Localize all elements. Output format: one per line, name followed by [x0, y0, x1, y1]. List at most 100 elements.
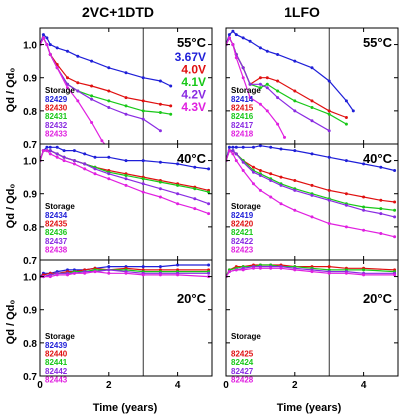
series-line-82419: [226, 145, 395, 172]
legend-item-82424: 82424: [231, 358, 254, 367]
data-point-82416: [276, 89, 280, 93]
data-point-82434: [193, 165, 197, 169]
plot-area: [226, 260, 398, 376]
data-point-82437: [48, 149, 52, 153]
data-point-82437: [193, 197, 197, 201]
data-point-82438: [55, 155, 59, 159]
temperature-label: 40°C: [363, 151, 393, 166]
legend-item-82441: 82441: [45, 358, 68, 367]
data-point-82443: [93, 270, 97, 274]
data-point-82414: [241, 36, 245, 40]
legend-item-82427: 82427: [231, 367, 254, 376]
data-point-82428: [310, 270, 314, 274]
column-title-left: 2VC+1DTD: [82, 4, 154, 20]
data-point-82434: [62, 149, 66, 153]
data-point-82436: [141, 177, 145, 181]
y-tick-label: 0.8: [23, 223, 37, 234]
data-point-82416: [327, 112, 331, 116]
data-point-82414: [234, 33, 238, 37]
legend-title: Storage: [231, 86, 261, 95]
data-point-82419: [252, 145, 255, 149]
data-point-82443: [124, 271, 128, 275]
data-point-82419: [234, 145, 238, 149]
data-point-82423: [327, 222, 331, 225]
data-point-82439: [141, 265, 145, 269]
data-point-82433: [100, 139, 104, 143]
plot-area: [40, 144, 212, 260]
voltage-legend-item: 4.0V: [181, 63, 206, 77]
data-point-82432: [107, 106, 111, 109]
data-point-82430: [169, 104, 173, 108]
data-point-82421: [393, 208, 397, 212]
data-point-82416: [258, 86, 262, 90]
legend-item-82431: 82431: [45, 112, 68, 121]
data-point-82420: [310, 183, 314, 187]
legend-item-82415: 82415: [231, 104, 254, 113]
legend-title: Storage: [45, 86, 75, 95]
data-point-82442: [207, 271, 211, 275]
legend-item-82421: 82421: [231, 228, 254, 237]
data-point-82417: [276, 96, 280, 100]
data-point-82419: [310, 152, 314, 156]
data-point-82414: [276, 53, 280, 56]
data-point-82417: [327, 129, 331, 133]
data-point-82431: [90, 94, 94, 98]
series-line-82433: [40, 36, 106, 144]
legend-item-82435: 82435: [45, 220, 68, 229]
data-point-82438: [107, 177, 111, 181]
data-point-82423: [227, 149, 231, 153]
data-point-82420: [293, 179, 297, 182]
data-point-82430: [107, 89, 111, 93]
data-point-82415: [344, 116, 348, 119]
series-line-82434: [40, 146, 209, 170]
data-point-82422: [344, 203, 348, 207]
series-line-82422: [226, 150, 395, 218]
x-axis-label-left: Time (years): [93, 402, 158, 414]
data-point-82437: [141, 182, 145, 186]
series-line-82438: [40, 150, 209, 215]
data-point-82428: [362, 273, 366, 277]
legend-title: Storage: [45, 202, 75, 211]
data-point-82423: [252, 182, 255, 186]
data-point-82423: [241, 169, 245, 172]
data-point-82434: [107, 155, 111, 159]
data-point-82420: [252, 165, 255, 169]
data-point-82419: [258, 144, 262, 148]
data-point-82414: [258, 46, 262, 50]
legend-item-82434: 82434: [45, 211, 68, 220]
series-group: [40, 263, 211, 279]
data-point-82418: [258, 102, 262, 106]
data-point-82418: [248, 96, 252, 100]
legend-title: Storage: [231, 332, 261, 341]
data-point-82419: [379, 165, 383, 169]
data-point-82428: [234, 268, 238, 272]
data-point-82419: [227, 145, 231, 149]
data-point-82443: [66, 273, 69, 277]
data-point-82415: [293, 89, 297, 93]
legend-item-82430: 82430: [45, 104, 68, 113]
temperature-label: 55°C: [177, 35, 207, 50]
y-tick-label: 0.7: [23, 372, 37, 383]
data-point-82432: [141, 117, 145, 121]
data-point-82438: [176, 202, 180, 206]
data-point-82420: [362, 195, 366, 199]
data-point-82414: [310, 66, 314, 70]
series-group: [226, 263, 397, 279]
x-tick-label: 4: [361, 380, 367, 391]
data-point-82434: [176, 162, 180, 166]
data-point-82422: [379, 212, 383, 216]
data-point-82417: [265, 86, 269, 90]
data-point-82420: [344, 192, 348, 196]
data-point-82419: [293, 149, 297, 153]
column-title-right: 1LFO: [284, 4, 320, 20]
data-point-82414: [231, 29, 235, 33]
x-tick-label: 2: [106, 380, 112, 391]
data-point-82436: [124, 174, 128, 177]
y-tick-label: 0.7: [23, 256, 37, 267]
data-point-82433: [41, 36, 45, 40]
data-point-82422: [269, 179, 273, 182]
data-point-82419: [362, 162, 366, 166]
legend-item-82414: 82414: [231, 95, 254, 104]
